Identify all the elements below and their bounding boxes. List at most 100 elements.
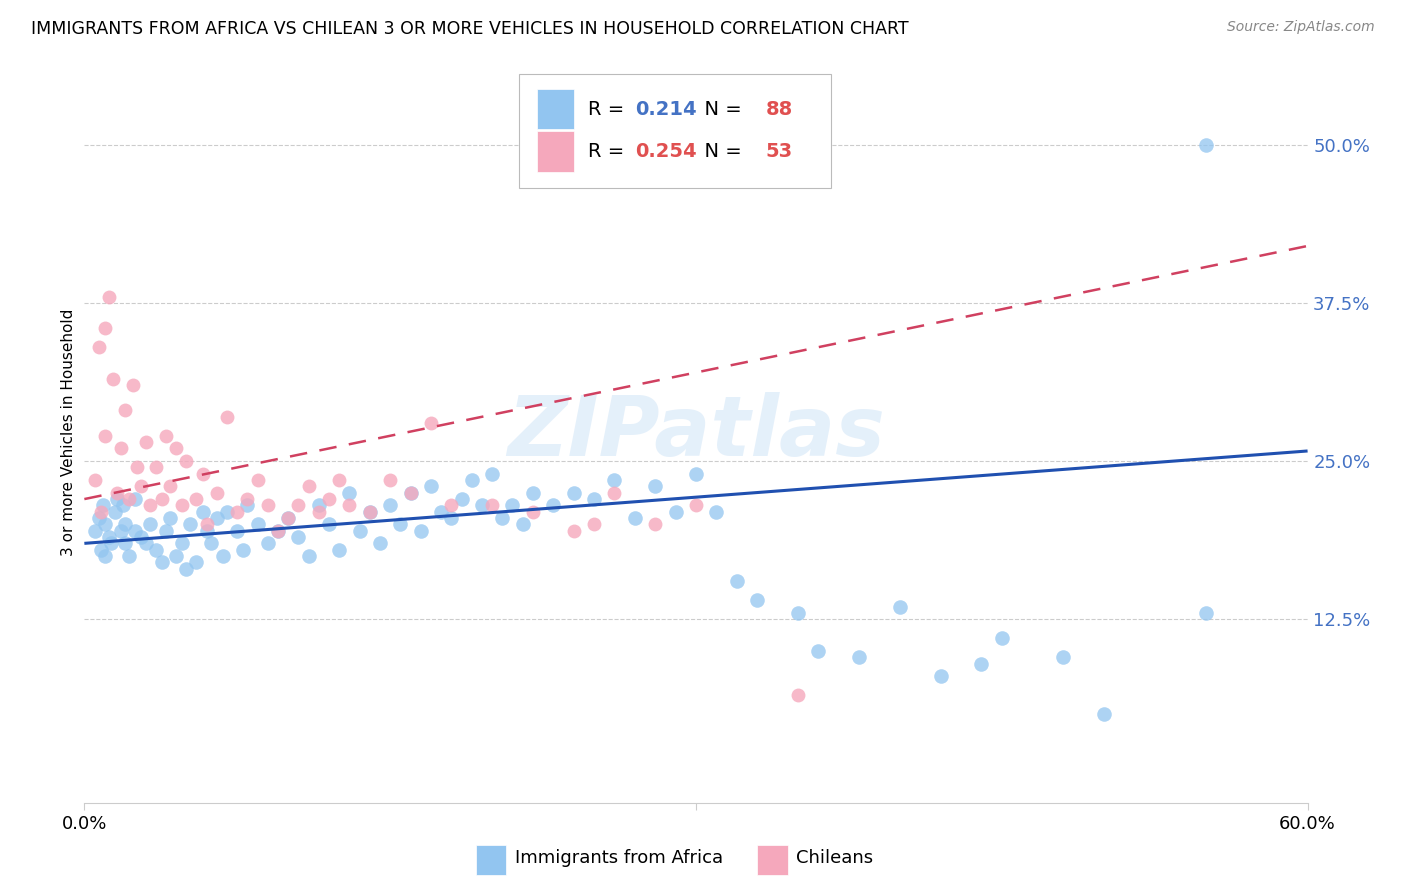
Point: [100, 536, 122, 550]
Point: [118, 491, 141, 506]
Point: [389, 517, 412, 532]
Point: [155, 429, 177, 443]
Point: [172, 536, 194, 550]
Point: [138, 499, 160, 513]
Point: [226, 505, 249, 519]
Point: [380, 473, 402, 487]
Point: [138, 517, 160, 532]
Point: [787, 606, 810, 620]
Point: [328, 473, 350, 487]
Point: [97, 530, 120, 544]
Point: [131, 479, 153, 493]
Point: [145, 542, 167, 557]
Point: [93, 517, 115, 532]
Text: R =: R =: [588, 142, 631, 161]
Point: [191, 467, 214, 481]
Point: [318, 491, 340, 506]
Point: [450, 491, 472, 506]
Point: [110, 524, 132, 538]
Point: [522, 485, 544, 500]
Point: [186, 491, 208, 506]
Point: [118, 549, 141, 563]
Point: [1195, 606, 1218, 620]
Point: [232, 542, 254, 557]
Point: [159, 479, 181, 493]
Point: [665, 505, 688, 519]
Point: [93, 549, 115, 563]
Point: [929, 669, 952, 683]
Point: [583, 491, 606, 506]
Point: [349, 524, 371, 538]
Point: [308, 499, 330, 513]
Point: [991, 632, 1014, 646]
Point: [91, 499, 114, 513]
FancyBboxPatch shape: [758, 845, 787, 875]
Point: [481, 467, 503, 481]
Point: [339, 485, 361, 500]
Y-axis label: 3 or more Vehicles in Household: 3 or more Vehicles in Household: [60, 309, 76, 557]
Point: [298, 549, 321, 563]
Point: [205, 485, 228, 500]
Point: [165, 442, 187, 456]
Point: [195, 524, 218, 538]
Point: [318, 517, 340, 532]
Text: Source: ZipAtlas.com: Source: ZipAtlas.com: [1227, 20, 1375, 34]
Point: [172, 499, 194, 513]
Point: [122, 378, 145, 392]
Point: [420, 479, 443, 493]
Point: [339, 499, 361, 513]
Point: [174, 454, 197, 468]
Point: [644, 479, 666, 493]
Text: N =: N =: [692, 142, 748, 161]
Point: [87, 340, 110, 354]
Point: [114, 536, 136, 550]
Point: [135, 536, 157, 550]
Point: [543, 499, 565, 513]
Point: [287, 530, 309, 544]
Point: [725, 574, 748, 589]
Point: [150, 491, 173, 506]
Point: [440, 511, 463, 525]
Text: 53: 53: [766, 142, 793, 161]
Text: ZIPatlas: ZIPatlas: [508, 392, 884, 473]
Text: R =: R =: [588, 100, 631, 119]
Point: [807, 644, 830, 658]
Point: [461, 473, 484, 487]
Point: [603, 473, 626, 487]
Point: [562, 485, 585, 500]
Point: [112, 499, 135, 513]
Point: [430, 505, 453, 519]
Point: [409, 524, 432, 538]
FancyBboxPatch shape: [537, 88, 574, 129]
Point: [114, 517, 136, 532]
Point: [603, 485, 626, 500]
Point: [127, 460, 149, 475]
Point: [226, 524, 249, 538]
Point: [87, 511, 110, 525]
Point: [420, 416, 443, 430]
Point: [298, 479, 321, 493]
Point: [512, 517, 534, 532]
FancyBboxPatch shape: [475, 845, 506, 875]
Point: [848, 650, 870, 665]
Point: [399, 485, 422, 500]
Point: [359, 505, 381, 519]
Text: IMMIGRANTS FROM AFRICA VS CHILEAN 3 OR MORE VEHICLES IN HOUSEHOLD CORRELATION CH: IMMIGRANTS FROM AFRICA VS CHILEAN 3 OR M…: [31, 20, 908, 37]
Point: [124, 491, 146, 506]
Point: [104, 505, 127, 519]
Point: [491, 511, 513, 525]
Point: [481, 499, 503, 513]
Point: [685, 467, 707, 481]
Point: [200, 536, 222, 550]
Point: [644, 517, 666, 532]
Point: [889, 599, 911, 614]
Point: [105, 491, 128, 506]
Point: [522, 505, 544, 519]
Point: [277, 511, 299, 525]
Text: N =: N =: [692, 100, 748, 119]
Point: [380, 499, 402, 513]
Point: [93, 321, 115, 335]
Point: [165, 549, 187, 563]
Point: [502, 499, 524, 513]
Point: [359, 505, 381, 519]
